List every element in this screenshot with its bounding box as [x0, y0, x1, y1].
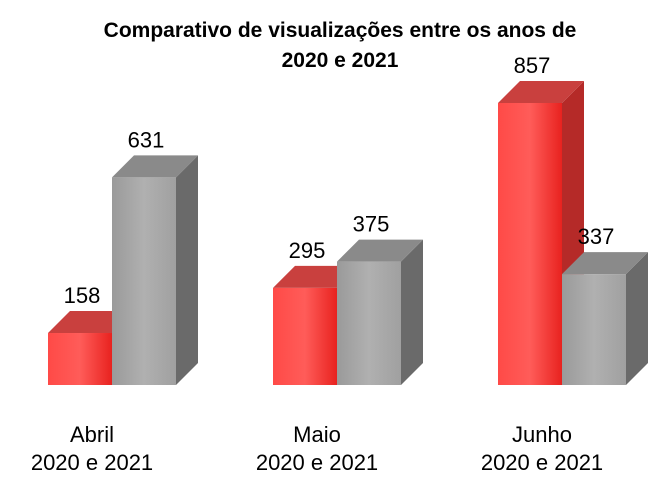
bar: [562, 252, 648, 385]
x-tick-label: Maio 2020 e 2021: [255, 422, 379, 475]
bar-top: [112, 155, 198, 178]
bar-side: [401, 239, 423, 385]
value-label: 158: [64, 283, 101, 308]
bar-top: [562, 252, 648, 275]
bar-side: [626, 252, 648, 385]
bar-front: [562, 274, 626, 385]
bar: [337, 239, 423, 385]
value-label: 375: [353, 212, 390, 237]
bar-front: [48, 333, 112, 385]
value-label: 337: [578, 224, 615, 249]
x-tick-label: Abril 2020 e 2021: [30, 422, 154, 475]
bar-front: [112, 177, 176, 385]
chart-title: Comparativo de visualizações entre os an…: [103, 19, 577, 72]
value-label: 295: [289, 238, 326, 263]
bar: [112, 155, 198, 385]
bar-side: [176, 155, 198, 385]
value-label: 631: [128, 127, 165, 152]
bar-front: [498, 103, 562, 385]
x-tick-label: Junho 2020 e 2021: [480, 422, 604, 475]
bar-front: [273, 287, 337, 385]
bar-top: [498, 81, 584, 103]
value-label: 857: [514, 53, 551, 78]
bar-top: [337, 239, 423, 262]
bar-front: [337, 261, 401, 385]
